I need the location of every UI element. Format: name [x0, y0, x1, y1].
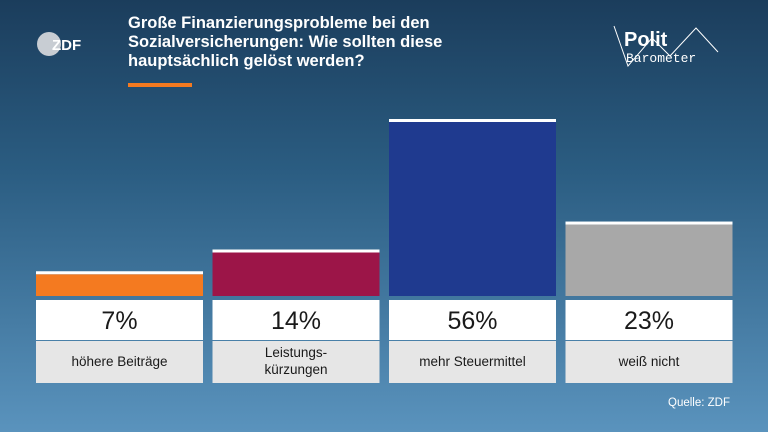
value-label: 23%: [624, 307, 674, 335]
category-label: Leistungs-kürzungen: [264, 345, 327, 377]
bar-top-line: [36, 271, 203, 275]
title-accent-rule: [128, 83, 192, 87]
value-label-box: [212, 300, 380, 340]
chart-title: Große Finanzierungsprobleme bei den Sozi…: [128, 14, 443, 70]
politbarometer-line-icon: [613, 25, 719, 67]
category-label: mehr Steuermittel: [419, 354, 526, 369]
zdf-logo: ZDF: [37, 32, 81, 56]
category-label-box: [389, 341, 556, 383]
category-label-box: [36, 341, 203, 383]
politbarometer-logo: Polit Barometer: [613, 25, 719, 67]
bar: [565, 224, 733, 296]
category-label: höhere Beiträge: [71, 354, 167, 369]
value-label-box: [36, 300, 203, 340]
value-label: 14%: [271, 307, 321, 335]
bar-top-line: [212, 249, 380, 253]
bar: [212, 252, 380, 296]
source-note: Quelle: ZDF: [668, 397, 730, 409]
bar: [36, 274, 203, 296]
bar-top-line: [565, 221, 733, 225]
politbarometer-line1: Polit: [624, 29, 668, 51]
value-label-box: [565, 300, 733, 340]
bar: [389, 122, 556, 296]
zdf-logo-circle: [37, 32, 61, 56]
category-label-box: [565, 341, 733, 383]
value-label: 7%: [101, 307, 137, 335]
category-label-box: [212, 341, 380, 383]
value-label: 56%: [447, 307, 497, 335]
zdf-logo-text: ZDF: [52, 37, 81, 54]
category-label: weiß nicht: [618, 354, 680, 369]
bar-top-line: [389, 119, 556, 122]
politbarometer-line2: Barometer: [626, 51, 696, 66]
value-label-box: [389, 300, 556, 340]
